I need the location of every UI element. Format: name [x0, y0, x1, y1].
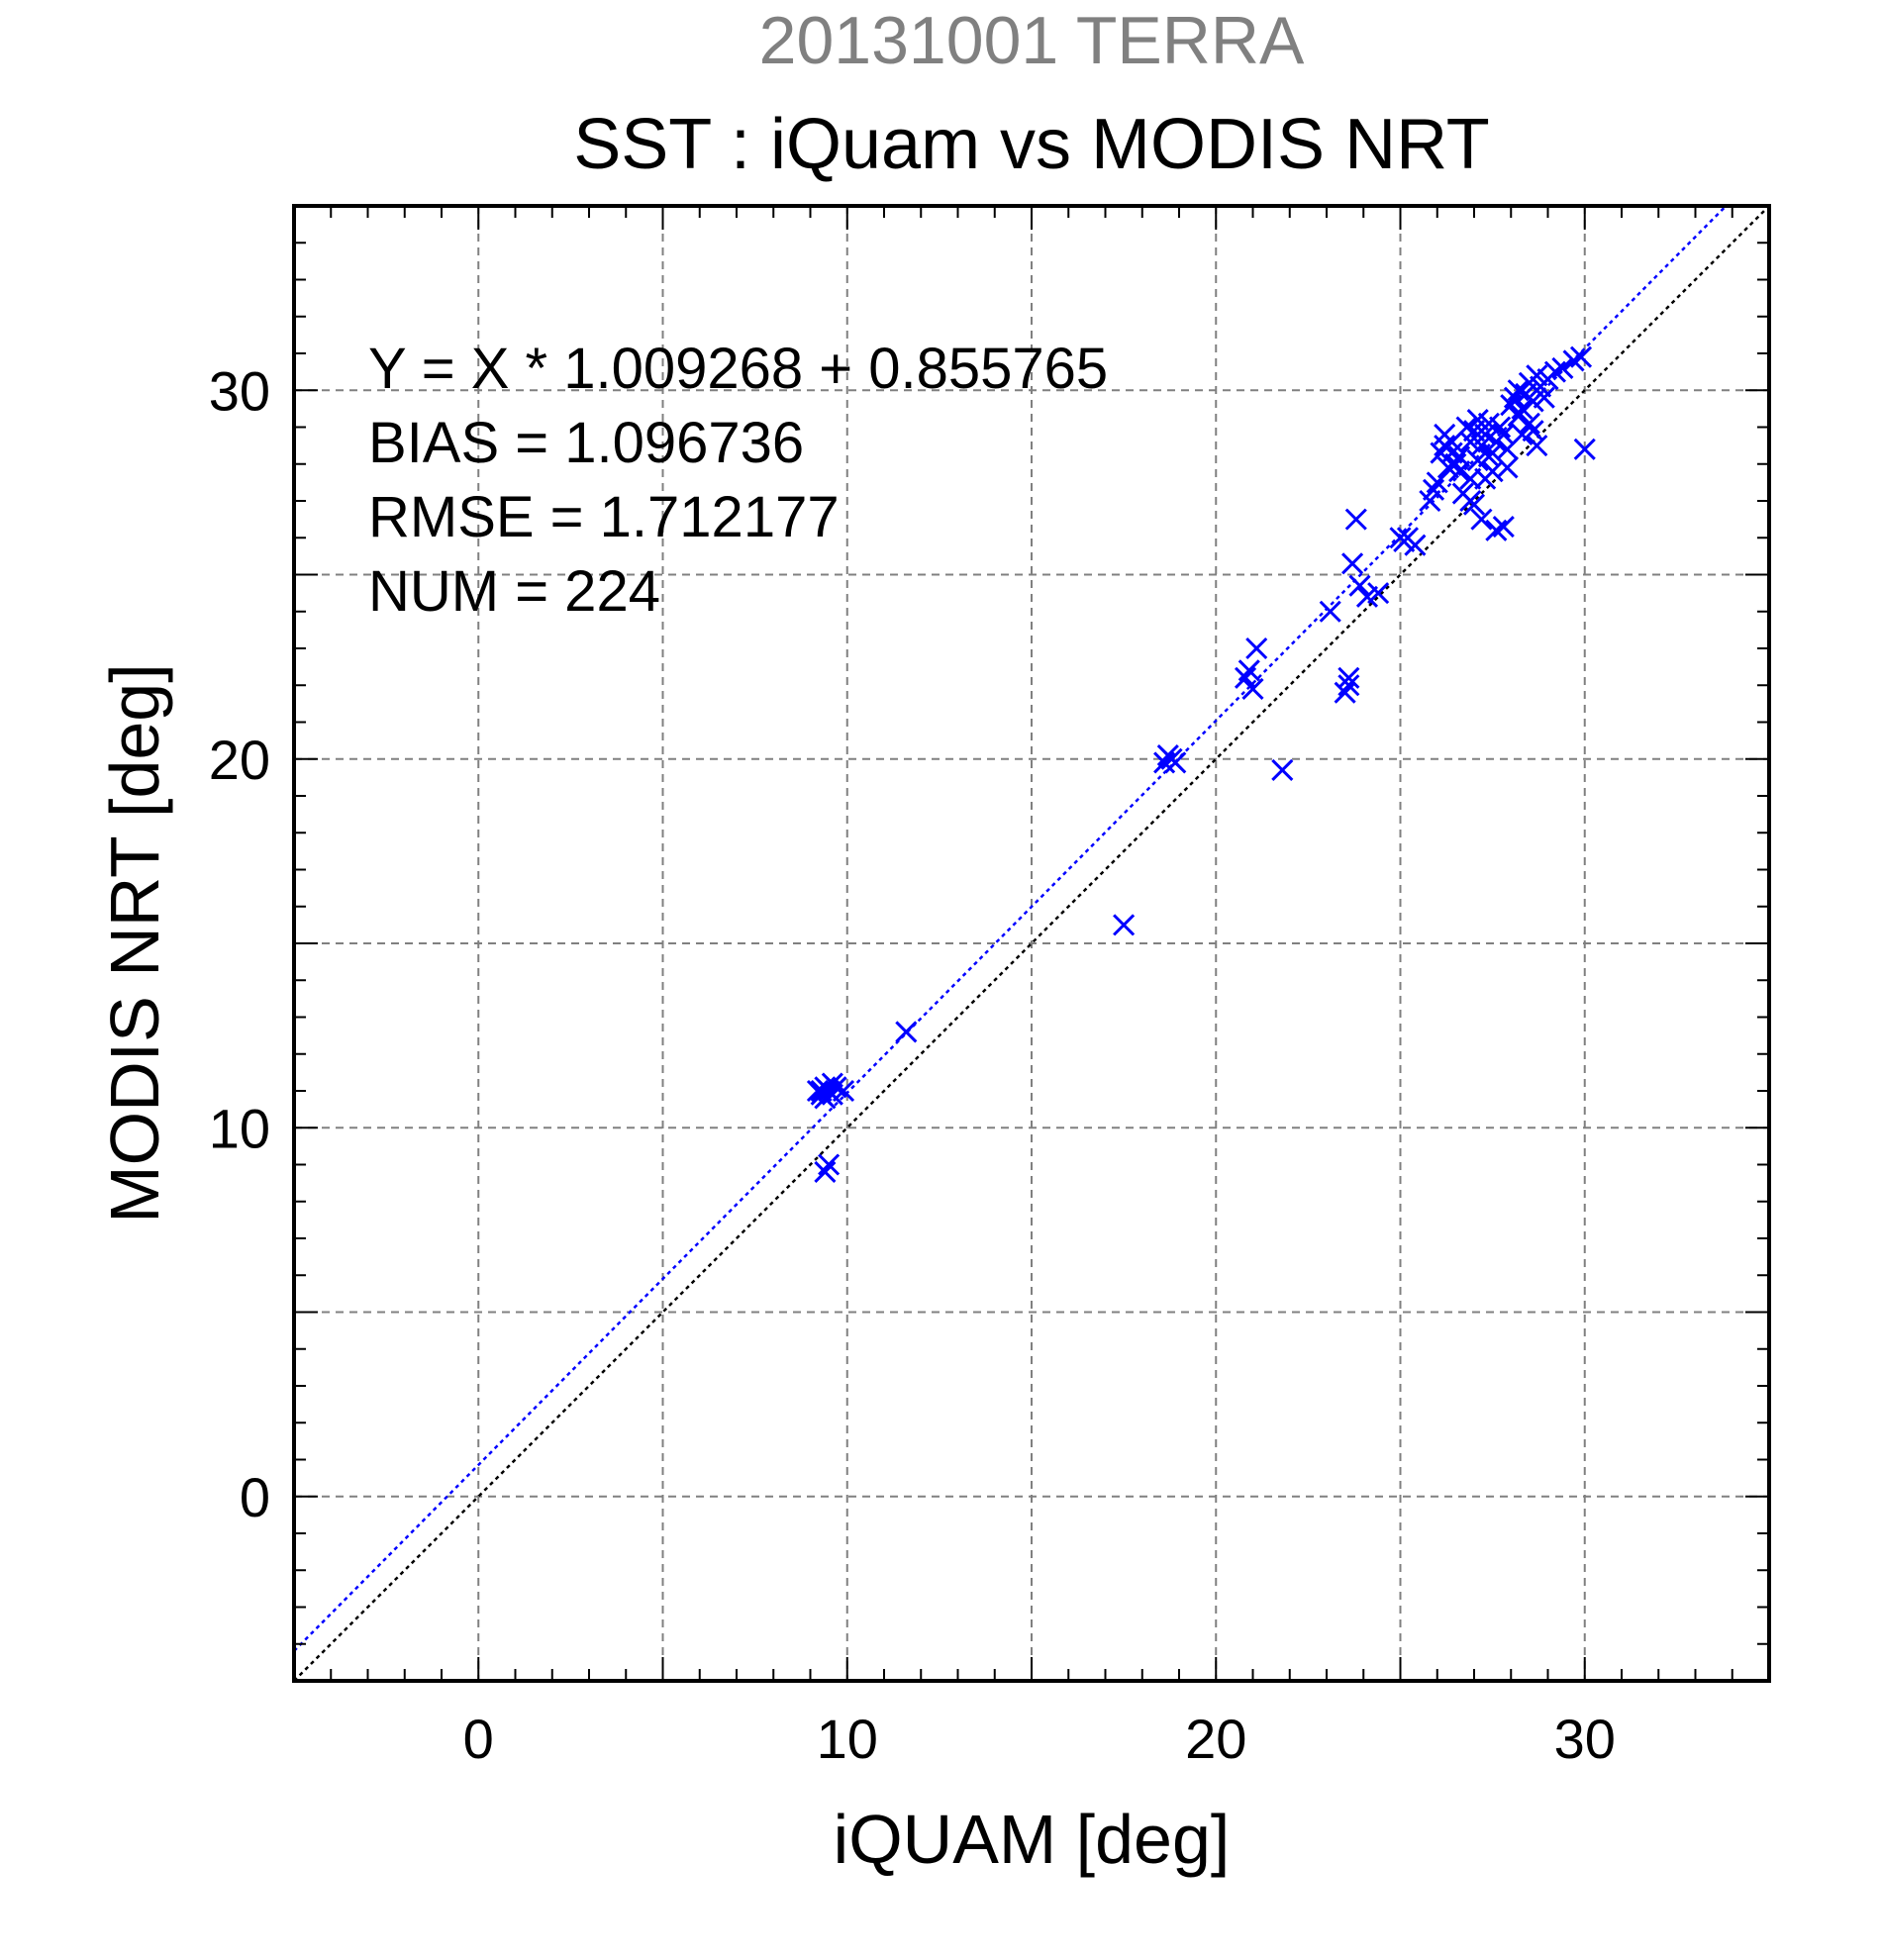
x-tick-labels: 0 10 20 30 [463, 1708, 1616, 1770]
data-point [810, 1079, 833, 1103]
data-point [1511, 397, 1534, 420]
y-axis-label: MODIS NRT [deg] [96, 663, 173, 1223]
data-point [1319, 600, 1341, 623]
data-point [1113, 914, 1136, 936]
grid [294, 206, 1769, 1681]
data-point [1518, 412, 1540, 435]
data-point [1344, 508, 1367, 531]
plot-frame [292, 204, 1771, 1683]
data-point [1422, 478, 1445, 501]
data-point [814, 1087, 837, 1110]
stats-rmse: RMSE = 1.712177 [368, 485, 840, 549]
data-point [1569, 345, 1593, 368]
y-tick-label: 0 [240, 1466, 270, 1528]
data-point [821, 1072, 843, 1095]
chart-supertitle: 20131001 TERRA [759, 3, 1305, 78]
data-point [1426, 471, 1448, 494]
y-tick-labels: 0 10 20 30 [209, 359, 270, 1528]
data-point [832, 1079, 855, 1103]
chart-title: SST : iQuam vs MODIS NRT [573, 105, 1490, 184]
reference-lines [294, 206, 1769, 1681]
data-point [1492, 516, 1515, 539]
data-point [1492, 423, 1515, 446]
data-point [1440, 441, 1463, 464]
data-point [1334, 681, 1356, 704]
data-point [1533, 386, 1555, 409]
x-tick-label: 0 [463, 1708, 494, 1770]
data-point [818, 1153, 841, 1176]
data-point [1241, 677, 1264, 701]
data-point [814, 1160, 837, 1184]
data-point [1507, 379, 1530, 402]
data-point [1348, 574, 1371, 597]
data-point [1526, 435, 1548, 457]
identity-line [294, 206, 1769, 1681]
data-point [1245, 637, 1268, 660]
data-points [806, 345, 1596, 1184]
stats-bias: BIAS = 1.096736 [368, 411, 804, 475]
data-point [1522, 420, 1544, 442]
regression-fit-line [294, 206, 1729, 1652]
data-point [895, 1021, 918, 1043]
data-point [1543, 360, 1567, 383]
data-point [1337, 666, 1360, 689]
data-point [1496, 456, 1519, 479]
stats-count: NUM = 224 [368, 559, 660, 624]
x-axis-label: iQUAM [deg] [834, 1801, 1231, 1878]
x-tick-label: 30 [1554, 1708, 1616, 1770]
data-point [1466, 448, 1489, 472]
data-point [1234, 666, 1257, 689]
stats-fit-equation: Y = X * 1.009268 + 0.855765 [368, 337, 1108, 401]
y-tick-label: 10 [209, 1097, 270, 1159]
y-tick-label: 20 [209, 729, 270, 791]
data-point [1455, 416, 1478, 439]
data-point [1489, 416, 1512, 439]
data-point [1367, 582, 1390, 605]
data-point [1459, 489, 1482, 513]
x-tick-label: 10 [817, 1708, 878, 1770]
data-point [1164, 751, 1187, 774]
data-point [1153, 751, 1176, 774]
data-point [1337, 674, 1360, 697]
data-point [1448, 460, 1471, 483]
data-point [1434, 423, 1456, 446]
data-point [1485, 519, 1508, 541]
data-point [1562, 349, 1585, 372]
data-point [1573, 438, 1596, 460]
data-point [1470, 508, 1493, 531]
x-tick-label: 20 [1185, 1708, 1246, 1770]
stats-block: Y = X * 1.009268 + 0.855765 BIAS = 1.096… [368, 337, 1108, 624]
data-point [1459, 467, 1482, 490]
data-point [1238, 659, 1260, 682]
data-point [1404, 534, 1427, 556]
data-point [1341, 552, 1364, 575]
y-tick-label: 30 [209, 359, 270, 422]
data-point [1551, 356, 1574, 379]
data-point [1271, 758, 1294, 781]
